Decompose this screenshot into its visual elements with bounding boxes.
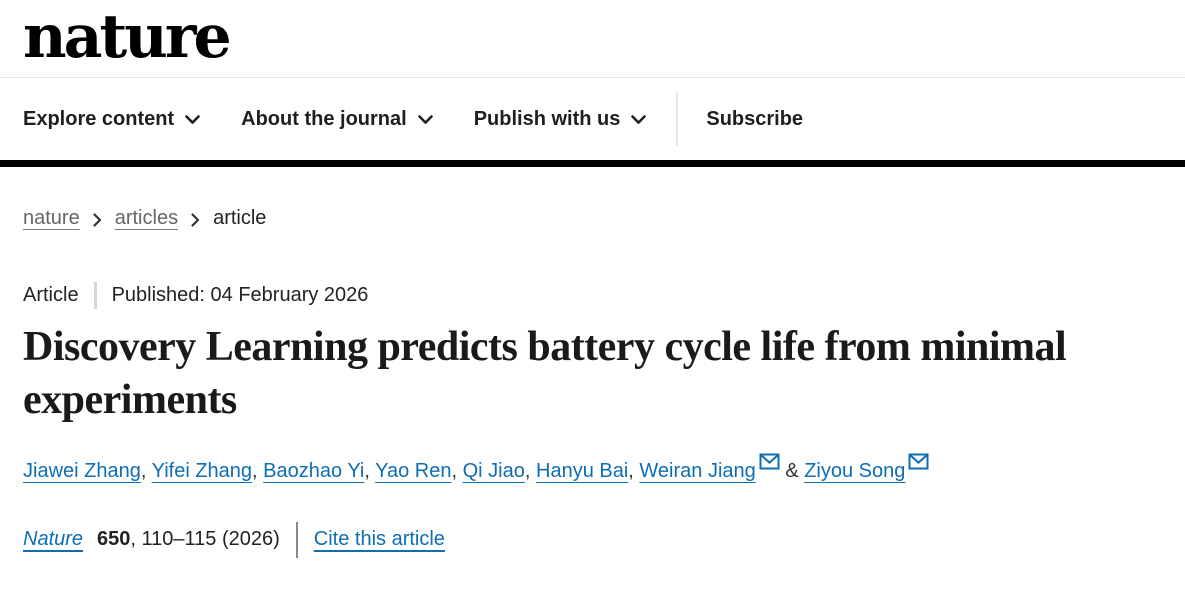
breadcrumb-current: article <box>213 207 267 229</box>
author-link[interactable]: Yao Ren <box>375 459 452 482</box>
chevron-right-icon <box>191 212 200 227</box>
nav-item-label: About the journal <box>241 107 407 130</box>
cite-divider <box>295 521 298 558</box>
nav-item-label: Publish with us <box>473 107 621 130</box>
author-separator: , <box>628 459 640 482</box>
citation-pages-year: , 110–115 (2026) <box>130 528 280 551</box>
breadcrumb: nature articles article <box>23 207 1185 230</box>
article-header: nature articles article Article Publishe… <box>0 207 1185 558</box>
meta-divider <box>93 282 97 309</box>
chevron-down-icon <box>185 108 200 131</box>
nav-item-label: Explore content <box>23 107 175 130</box>
citation-volume: 650 <box>97 528 131 551</box>
author-separator: & <box>779 459 805 482</box>
author-separator: , <box>252 459 264 482</box>
chevron-right-icon <box>93 212 102 227</box>
breadcrumb-link-nature[interactable]: nature <box>23 207 80 229</box>
author-link[interactable]: Yifei Zhang <box>151 459 253 482</box>
author-link[interactable]: Jiawei Zhang <box>23 459 141 482</box>
article-type-label: Article <box>23 284 79 306</box>
nav-item-explore-content[interactable]: Explore content <box>23 108 200 131</box>
email-icon[interactable] <box>908 453 929 486</box>
article-title: Discovery Learning predicts battery cycl… <box>23 324 1067 423</box>
author-separator: , <box>140 459 152 482</box>
author-separator: , <box>524 459 536 482</box>
published-date: Published: 04 February 2026 <box>111 284 369 306</box>
cite-this-article-link[interactable]: Cite this article <box>313 528 445 551</box>
site-header: nature <box>0 0 1185 69</box>
nav-item-about-the-journal[interactable]: About the journal <box>241 108 433 131</box>
author-separator: , <box>364 459 376 482</box>
author-link[interactable]: Qi Jiao <box>462 459 525 482</box>
main-nav: Explore content About the journal Publis… <box>0 78 1185 160</box>
nav-item-subscribe[interactable]: Subscribe <box>706 108 803 131</box>
chevron-down-icon <box>631 108 647 131</box>
authors-line: Jiawei Zhang, Yifei Zhang, Baozhao Yi, Y… <box>23 453 1185 486</box>
citation-row: Nature 650 , 110–115 (2026) Cite this ar… <box>23 521 1185 558</box>
author-separator: , <box>451 459 463 482</box>
chevron-down-icon <box>417 108 433 131</box>
header-divider <box>0 77 1185 78</box>
author-link[interactable]: Ziyou Song <box>804 459 906 482</box>
subscribe-label: Subscribe <box>706 107 804 130</box>
author-link[interactable]: Baozhao Yi <box>263 459 365 482</box>
nav-item-publish-with-us[interactable]: Publish with us <box>474 108 647 131</box>
breadcrumb-link-articles[interactable]: articles <box>114 207 179 229</box>
section-divider-bar <box>0 160 1185 167</box>
journal-link[interactable]: Nature <box>23 528 84 551</box>
article-meta: Article Published: 04 February 2026 <box>23 282 1185 309</box>
author-link[interactable]: Hanyu Bai <box>536 459 629 482</box>
nav-divider <box>676 92 679 146</box>
nature-logo[interactable]: nature <box>23 2 232 72</box>
email-icon[interactable] <box>759 453 780 486</box>
author-link[interactable]: Weiran Jiang <box>639 459 756 482</box>
